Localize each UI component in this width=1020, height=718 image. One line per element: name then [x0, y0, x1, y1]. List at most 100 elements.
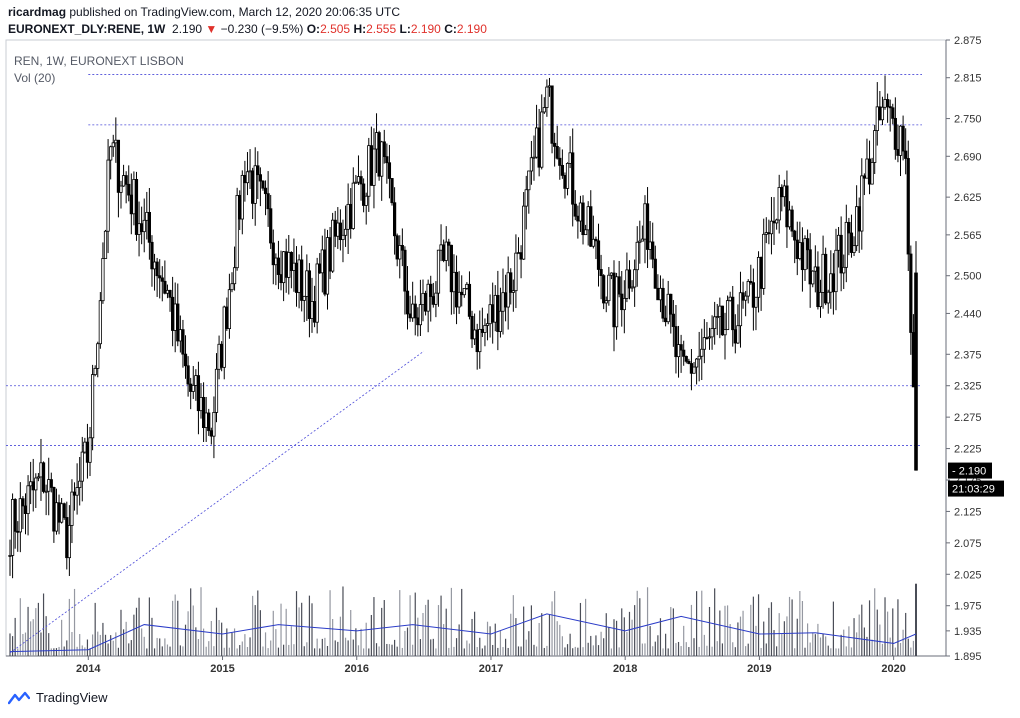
candle-body: [741, 292, 745, 301]
candle-body: [336, 222, 340, 237]
candle-body: [13, 499, 17, 532]
candle-body: [292, 262, 296, 271]
candle-body: [496, 294, 500, 332]
open-value: 2.505: [320, 22, 351, 36]
candle-body: [328, 237, 332, 272]
candle-body: [493, 294, 497, 323]
candle-body: [558, 157, 562, 166]
candle-body: [447, 241, 451, 246]
candle-body: [501, 292, 505, 312]
candle-body: [852, 245, 856, 253]
candle-body: [759, 256, 763, 289]
candle-body: [522, 205, 526, 260]
candle-body: [307, 270, 312, 319]
symbol-label: EURONEXT_DLY:RENE, 1W: [8, 22, 166, 36]
candle-body: [282, 251, 286, 284]
candle-body: [57, 502, 61, 523]
candle-body: [142, 219, 146, 233]
volume-ma-line: [9, 613, 917, 653]
candle-body: [687, 360, 691, 364]
candle-body: [238, 195, 242, 220]
candle-body: [901, 125, 905, 152]
candle-body: [754, 296, 758, 308]
x-tick-label: 2020: [881, 663, 905, 675]
candle-body: [555, 146, 559, 159]
candle-body: [176, 303, 180, 342]
candle-body: [733, 329, 737, 344]
candle-body: [749, 280, 753, 284]
y-tick-label: 2.440: [954, 308, 982, 320]
candle-body: [220, 343, 224, 368]
candle-body: [134, 179, 139, 235]
candle-body: [457, 291, 461, 308]
candle-body: [607, 274, 611, 302]
candle-body: [694, 358, 699, 368]
candle-body: [589, 206, 593, 247]
candle-body: [883, 99, 887, 108]
candle-body: [888, 106, 892, 109]
candle-body: [186, 365, 190, 385]
candle-body: [550, 85, 554, 144]
candle-body: [847, 221, 851, 234]
candle-body: [449, 244, 453, 293]
candle-body: [664, 317, 668, 323]
candle-body: [240, 174, 244, 220]
candle-body: [805, 238, 810, 251]
candle-body: [679, 344, 683, 351]
candle-body: [8, 555, 12, 557]
candle-body: [88, 437, 92, 463]
candle-body: [764, 232, 768, 235]
candle-body: [571, 152, 575, 205]
candle-body: [338, 222, 342, 241]
y-tick-label: 2.375: [954, 349, 982, 361]
y-tick-label: 2.325: [954, 381, 982, 393]
candle-body: [103, 230, 108, 259]
candle-body: [560, 164, 564, 176]
candle-body: [627, 269, 632, 289]
candle-body: [460, 291, 464, 296]
candle-body: [578, 202, 583, 222]
candles[interactable]: [8, 75, 918, 579]
tradingview-logo-icon: [8, 691, 30, 704]
candle-body: [400, 245, 404, 251]
candle-body: [75, 487, 79, 496]
candle-body: [183, 353, 188, 367]
candle-body: [509, 272, 513, 293]
candle-body: [596, 240, 601, 270]
candle-body: [777, 187, 781, 221]
horizontal-levels[interactable]: [6, 74, 922, 654]
axes[interactable]: 1.8951.9351.9752.0252.0752.1252.1752.225…: [76, 35, 1004, 675]
candle-body: [310, 301, 314, 319]
candle-body: [36, 476, 40, 479]
candle-body: [274, 257, 278, 266]
candle-body: [886, 99, 890, 108]
candle-body: [622, 297, 626, 311]
candle-body: [207, 412, 211, 432]
candle-body: [718, 305, 722, 318]
candle-body: [795, 239, 799, 259]
candle-body: [829, 273, 833, 293]
y-tick-label: 1.895: [954, 651, 982, 663]
candle-body: [31, 481, 35, 491]
candle-body: [331, 219, 335, 272]
candle-body: [751, 282, 755, 308]
candle-body: [114, 139, 118, 144]
y-tick-label: 2.565: [954, 230, 982, 242]
candle-body: [485, 323, 490, 326]
footer-brand[interactable]: TradingView: [8, 690, 108, 705]
candle-body: [152, 261, 157, 270]
candle-body: [503, 292, 508, 308]
candle-body: [21, 498, 25, 507]
candle-body: [168, 289, 172, 298]
candle-body: [849, 232, 854, 253]
publisher-name[interactable]: ricardmag: [8, 5, 67, 19]
candle-body: [658, 287, 663, 301]
candle-body: [359, 176, 363, 185]
candle-body: [836, 234, 841, 251]
candle-body: [395, 235, 399, 260]
down-arrow-icon: ▼: [205, 22, 218, 36]
candle-body: [106, 159, 110, 232]
candle-body: [731, 296, 735, 331]
candle-body: [839, 234, 843, 274]
